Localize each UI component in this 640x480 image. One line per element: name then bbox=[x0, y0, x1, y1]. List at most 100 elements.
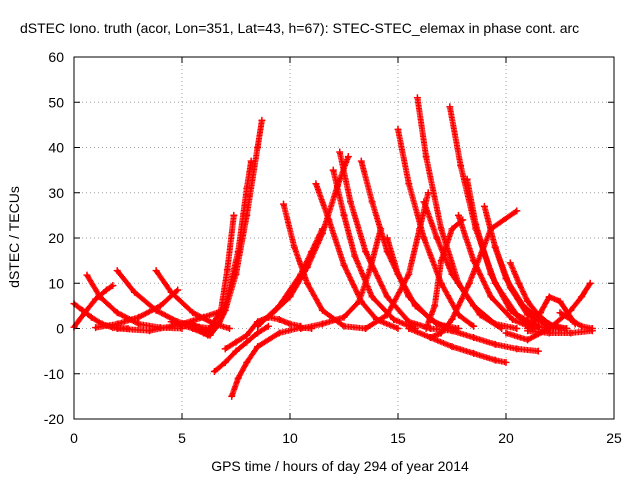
data-point bbox=[135, 320, 143, 328]
data-point bbox=[383, 234, 391, 242]
data-series bbox=[210, 322, 272, 375]
data-point bbox=[506, 259, 514, 267]
data-point bbox=[189, 309, 197, 317]
data-point bbox=[113, 267, 121, 275]
x-tick-label: 25 bbox=[606, 430, 622, 446]
data-point bbox=[470, 334, 478, 342]
chart-title: dSTEC Iono. truth (acor, Lon=351, Lat=43… bbox=[20, 20, 580, 36]
data-point bbox=[537, 309, 545, 317]
data-point bbox=[318, 306, 326, 314]
data-markers bbox=[70, 94, 596, 400]
data-point bbox=[513, 345, 521, 353]
data-point bbox=[470, 322, 478, 330]
data-point bbox=[502, 275, 510, 283]
data-point bbox=[297, 270, 305, 278]
data-point bbox=[513, 325, 521, 332]
data-point bbox=[420, 234, 428, 242]
data-point bbox=[454, 325, 462, 332]
data-point bbox=[556, 309, 564, 317]
x-axis-label: GPS time / hours of day 294 of year 2014 bbox=[211, 458, 469, 474]
data-point bbox=[422, 153, 430, 161]
series-markers bbox=[265, 153, 352, 321]
data-point bbox=[394, 125, 402, 133]
data-point bbox=[437, 225, 445, 233]
data-point bbox=[368, 293, 376, 301]
data-point bbox=[174, 286, 182, 294]
data-point bbox=[534, 347, 542, 355]
y-tick-label: -20 bbox=[44, 411, 64, 427]
data-point bbox=[308, 248, 316, 256]
grid-lines bbox=[74, 57, 614, 419]
data-point bbox=[567, 315, 575, 323]
x-tick-label: 20 bbox=[498, 430, 514, 446]
data-point bbox=[465, 279, 473, 287]
data-series bbox=[189, 157, 255, 339]
data-series bbox=[254, 225, 326, 330]
data-point bbox=[362, 248, 370, 256]
data-point bbox=[487, 270, 495, 278]
data-point bbox=[463, 175, 471, 183]
y-tick-label: 20 bbox=[48, 230, 64, 246]
data-point bbox=[329, 166, 337, 174]
data-point bbox=[280, 200, 288, 208]
data-point bbox=[502, 358, 510, 366]
data-point bbox=[411, 302, 419, 310]
y-tick-label: -10 bbox=[44, 366, 64, 382]
data-point bbox=[578, 293, 586, 301]
data-point bbox=[383, 293, 391, 301]
data-point bbox=[390, 315, 398, 323]
data-point bbox=[79, 306, 87, 314]
data-point bbox=[545, 329, 553, 337]
data-point bbox=[167, 288, 175, 296]
series-markers bbox=[481, 203, 570, 332]
data-point bbox=[377, 225, 385, 233]
data-point bbox=[588, 327, 596, 335]
data-point bbox=[243, 338, 251, 346]
data-point bbox=[221, 302, 229, 310]
data-point bbox=[254, 322, 262, 330]
data-series bbox=[297, 225, 385, 332]
series-markers bbox=[189, 158, 255, 339]
data-series bbox=[524, 327, 596, 337]
plot-frame bbox=[73, 56, 615, 420]
data-point bbox=[470, 257, 478, 265]
data-point bbox=[340, 322, 348, 330]
data-point bbox=[297, 325, 305, 332]
data-series bbox=[426, 325, 542, 355]
data-point bbox=[312, 180, 320, 188]
data-point bbox=[113, 309, 121, 317]
data-point bbox=[234, 374, 242, 382]
data-point bbox=[480, 202, 488, 210]
data-point bbox=[275, 329, 283, 337]
data-point bbox=[491, 243, 499, 251]
data-point bbox=[394, 325, 402, 332]
data-point bbox=[286, 320, 294, 328]
data-point bbox=[221, 358, 229, 366]
data-point bbox=[426, 325, 434, 332]
data-point bbox=[491, 356, 499, 364]
data-point bbox=[87, 313, 95, 321]
data-point bbox=[247, 157, 255, 165]
data-point bbox=[513, 207, 521, 215]
data-point bbox=[232, 338, 240, 346]
axis-ticks: 0 5 10 15 20 25 -20 -10 0 10 20 30 40 50 60 bbox=[44, 49, 622, 446]
data-point bbox=[167, 318, 175, 326]
data-point bbox=[325, 216, 333, 224]
data-point bbox=[433, 234, 441, 242]
data-point bbox=[448, 315, 456, 323]
data-point bbox=[344, 153, 352, 161]
data-point bbox=[156, 302, 164, 310]
data-point bbox=[362, 325, 370, 332]
data-point bbox=[346, 198, 354, 206]
data-point bbox=[243, 184, 251, 192]
y-axis-label: dSTEC / TECUs bbox=[6, 186, 22, 288]
data-series bbox=[383, 234, 462, 332]
x-tick-label: 10 bbox=[282, 430, 298, 446]
data-point bbox=[275, 302, 283, 310]
data-point bbox=[96, 293, 104, 301]
data-point bbox=[336, 148, 344, 156]
data-point bbox=[223, 266, 231, 274]
series-markers bbox=[211, 323, 272, 375]
y-tick-label: 60 bbox=[48, 49, 64, 65]
y-tick-label: 10 bbox=[48, 275, 64, 291]
